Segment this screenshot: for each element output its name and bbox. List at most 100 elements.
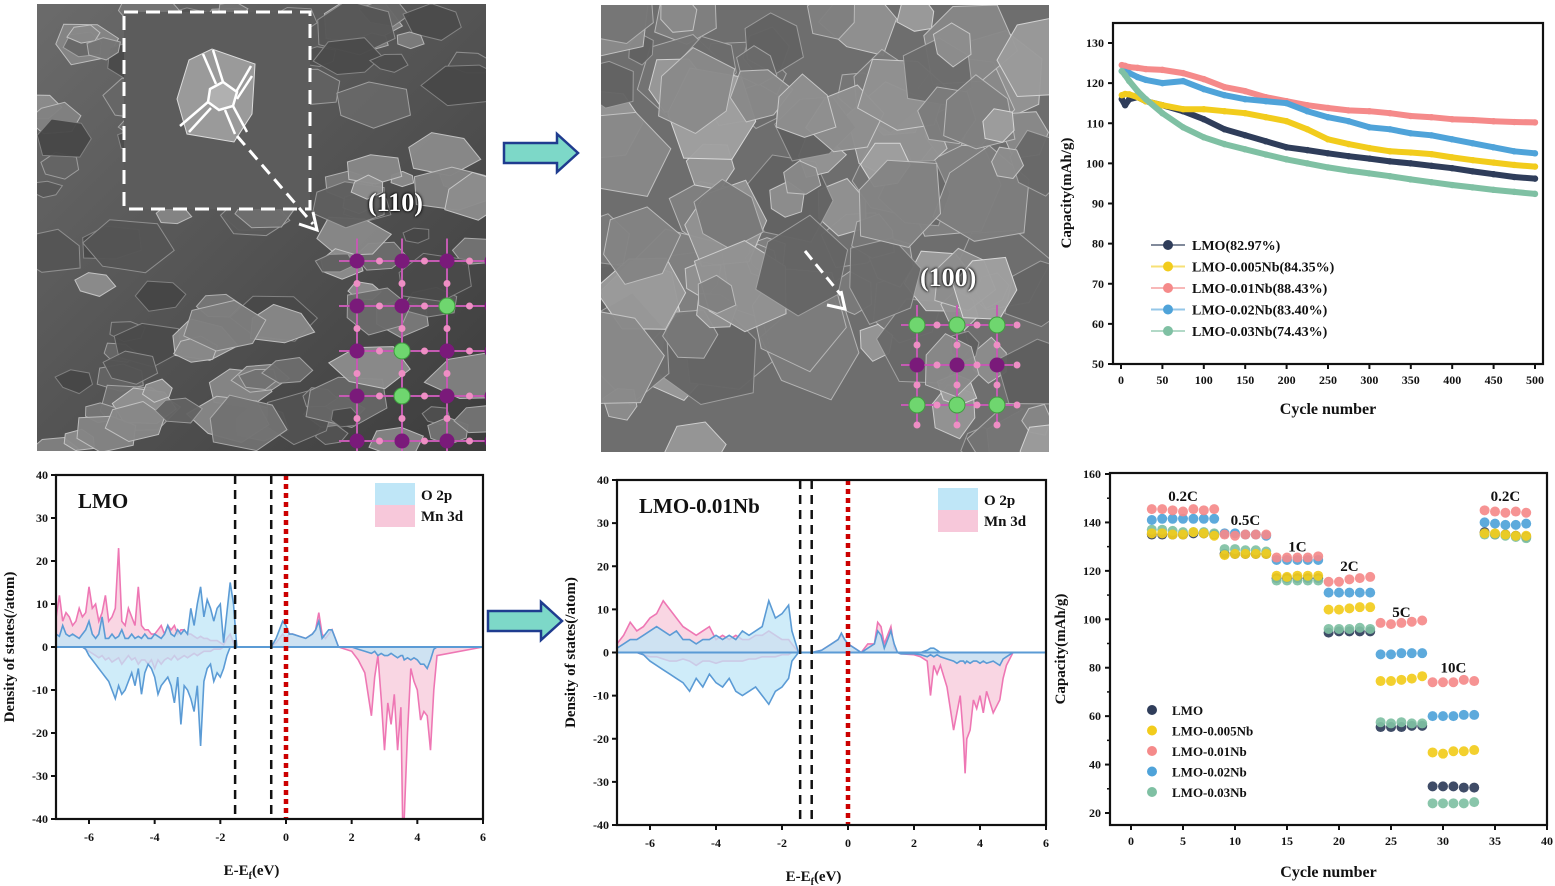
- o-atom: [973, 361, 981, 369]
- data-point-LMO-0.005Nb: [1323, 604, 1334, 615]
- x-tick-label: 100: [1195, 373, 1213, 387]
- o-atom: [398, 325, 406, 332]
- data-point-LMO-0.005Nb: [1438, 748, 1448, 759]
- mn-atom: [989, 357, 1005, 373]
- o-atom: [953, 381, 961, 389]
- data-point: [1407, 112, 1414, 120]
- legend-label: LMO-0.03Nb: [1172, 785, 1247, 800]
- o-atom: [443, 415, 451, 422]
- data-point: [1511, 173, 1518, 181]
- o-atom: [443, 280, 451, 287]
- data-point: [1221, 126, 1228, 133]
- data-point: [1200, 106, 1207, 113]
- o-atom: [973, 401, 981, 409]
- data-point-LMO-0.02Nb: [1500, 519, 1511, 530]
- data-point-LMO-0.02Nb: [1323, 587, 1334, 598]
- o-atom: [398, 370, 406, 377]
- data-point-LMO: [1458, 782, 1469, 793]
- o-atom: [953, 421, 961, 429]
- data-point: [1221, 83, 1228, 91]
- data-point-LMO-0.005Nb: [1344, 603, 1355, 614]
- right-arrow-icon: [502, 131, 580, 175]
- data-point-LMO-0.03Nb: [1396, 717, 1407, 728]
- data-point-LMO-0.03Nb: [1469, 797, 1480, 808]
- x-tick-label: 6: [1043, 836, 1049, 850]
- o-atom: [421, 437, 428, 445]
- data-point-LMO-0.01Nb: [1365, 571, 1376, 582]
- legend-marker: [1147, 746, 1157, 756]
- legend-label: Mn 3d: [421, 509, 464, 525]
- rate-annotation: 10C: [1440, 661, 1466, 677]
- crystal-grain: [601, 311, 665, 404]
- o-atom: [913, 341, 921, 349]
- x-axis-label-main: E-E: [786, 869, 811, 885]
- y-tick-label: -30: [593, 775, 609, 789]
- y-tick-label: 20: [1089, 806, 1101, 820]
- data-point-LMO-0.01Nb: [1334, 576, 1344, 587]
- data-point: [1531, 190, 1539, 198]
- x-tick-label: -2: [777, 836, 787, 850]
- data-point-LMO-0.03Nb: [1427, 798, 1438, 809]
- legend-label: LMO-0.005Nb: [1172, 724, 1253, 739]
- o-atom: [353, 280, 361, 287]
- data-point: [1345, 140, 1352, 148]
- crystal-grain: [37, 180, 64, 199]
- o-atom: [353, 415, 361, 422]
- data-point-LMO-0.02Nb: [1365, 587, 1376, 598]
- crystal-grain: [729, 69, 794, 123]
- crystal-grain: [402, 227, 430, 244]
- data-point-LMO-0.01Nb: [1344, 574, 1355, 585]
- crystal-grain: [660, 5, 698, 33]
- data-point: [1304, 146, 1311, 154]
- crystal-grain: [658, 46, 736, 134]
- data-point-LMO-0.005Nb: [1188, 527, 1199, 538]
- crystal-grain: [783, 160, 822, 195]
- data-point-LMO-0.005Nb: [1479, 528, 1490, 539]
- data-point-LMO: [1469, 782, 1480, 793]
- data-point: [1134, 64, 1141, 72]
- data-point: [1449, 136, 1456, 143]
- o-atom: [376, 437, 383, 445]
- x-tick-label: 5: [1180, 834, 1186, 848]
- mn-atom: [439, 343, 455, 359]
- crystal-grain: [1004, 260, 1049, 328]
- o-atom: [933, 361, 941, 369]
- data-point-LMO-0.02Nb: [1490, 518, 1500, 529]
- rate-annotation: 0.5C: [1231, 513, 1261, 529]
- data-point: [1490, 118, 1497, 125]
- data-point-LMO-0.02Nb: [1406, 648, 1417, 659]
- x-tick-label: -6: [84, 830, 94, 844]
- y-tick-label: 120: [1086, 76, 1104, 90]
- mn-atom: [439, 253, 455, 269]
- plane-label-100: (100): [920, 263, 977, 292]
- data-point: [1345, 118, 1352, 125]
- data-point: [1159, 66, 1166, 74]
- mn-atom: [349, 253, 365, 269]
- data-point-LMO-0.02Nb: [1510, 519, 1521, 530]
- data-point: [1531, 119, 1539, 126]
- legend-marker: [1147, 725, 1157, 736]
- data-point: [1134, 73, 1141, 81]
- data-point-LMO-0.01Nb: [1230, 530, 1240, 541]
- data-point: [1428, 150, 1435, 158]
- data-point-LMO-0.02Nb: [1167, 513, 1178, 524]
- o-atom: [421, 347, 428, 355]
- o-atom: [421, 302, 428, 310]
- data-point-LMO-0.005Nb: [1282, 571, 1292, 582]
- x-axis-label-sub: f: [811, 877, 815, 886]
- data-point-LMO-0.02Nb: [1427, 711, 1438, 722]
- rate-annotation: 0.2C: [1491, 489, 1521, 505]
- data-point-LMO-0.03Nb: [1438, 798, 1448, 809]
- data-point: [1490, 144, 1497, 151]
- data-point: [1407, 176, 1414, 183]
- o-atom: [1013, 321, 1021, 329]
- crystal-structure-100-icon: [901, 305, 1021, 429]
- sem-texture-right: [601, 5, 1049, 452]
- o-atom: [376, 257, 383, 265]
- data-point: [1386, 126, 1394, 133]
- data-point: [1179, 69, 1187, 77]
- data-point-LMO-0.02Nb: [1157, 513, 1168, 524]
- data-point-LMO-0.005Nb: [1292, 570, 1303, 581]
- plot-frame: [1108, 471, 1549, 827]
